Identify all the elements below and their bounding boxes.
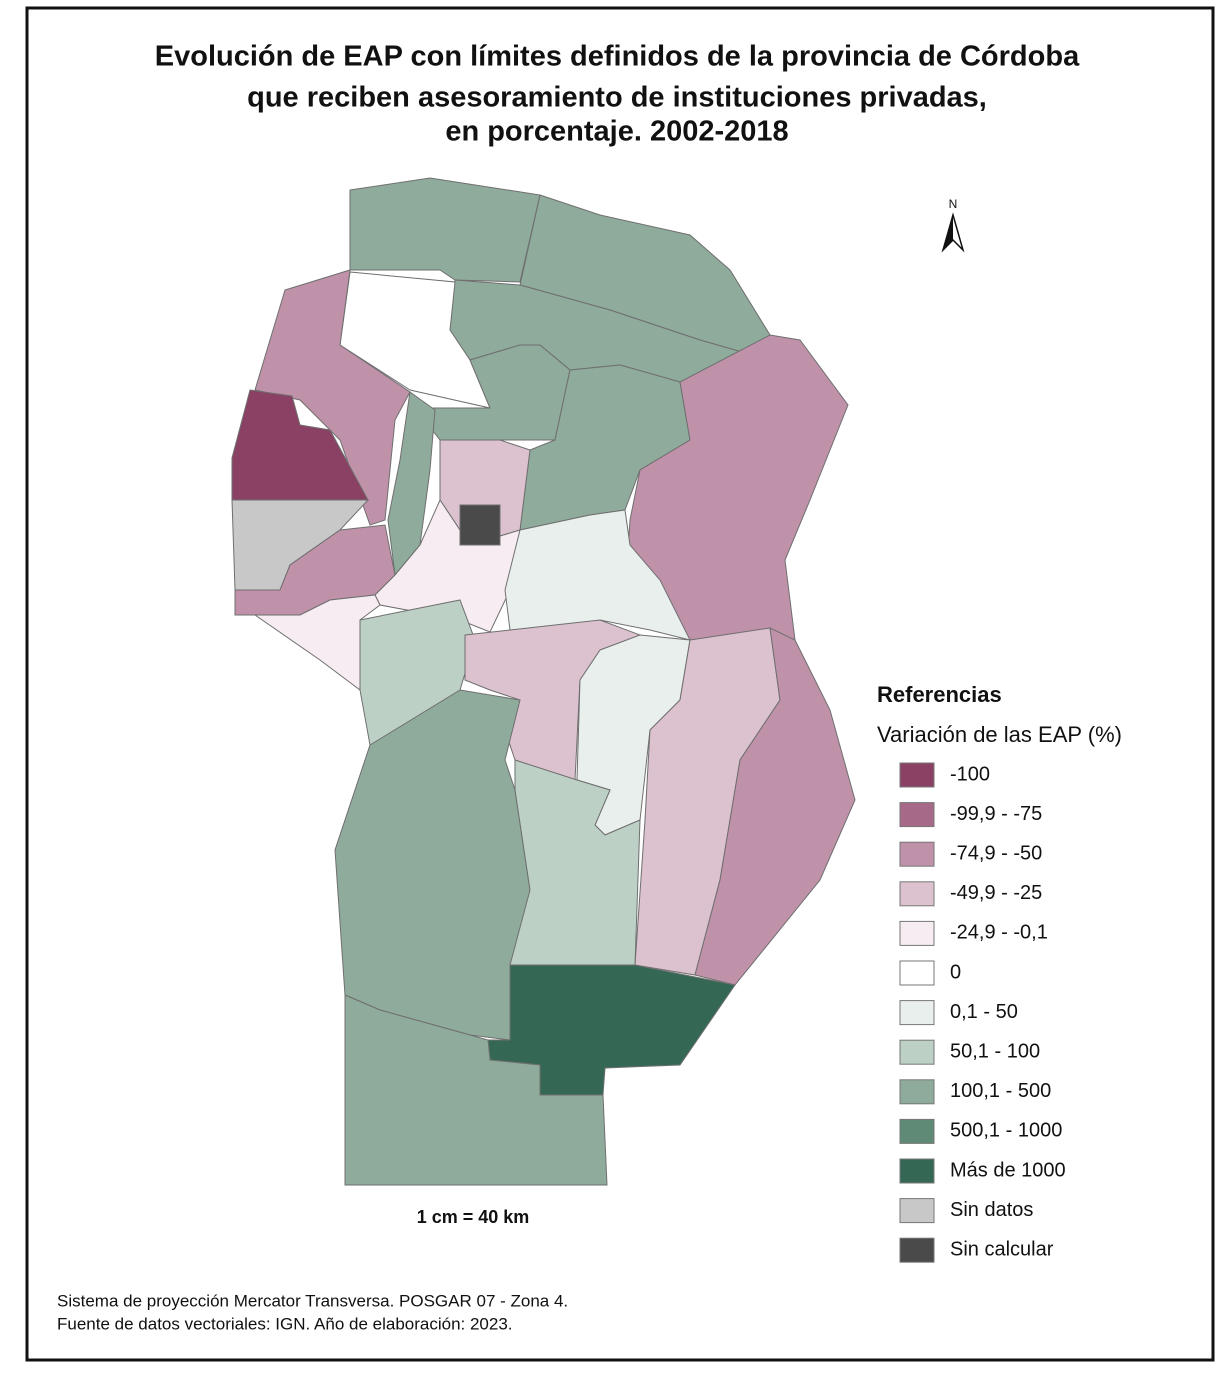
north-label: N	[949, 197, 958, 211]
province-map	[231, 177, 856, 1186]
department	[509, 759, 641, 966]
legend-swatch	[899, 841, 935, 867]
legend-label: 100,1 - 500	[950, 1080, 1051, 1102]
legend-label: -100	[950, 763, 990, 785]
legend-label: 500,1 - 1000	[950, 1120, 1062, 1142]
legend-label: -24,9 - -0,1	[950, 922, 1048, 944]
department	[253, 594, 381, 691]
department	[459, 504, 501, 546]
legend-swatch	[899, 1237, 935, 1263]
legend-swatch	[899, 1000, 935, 1026]
legend-subtitle: Variación de las EAP (%)	[877, 722, 1122, 747]
legend-label: Sin datos	[950, 1199, 1033, 1221]
legend-label: 0	[950, 961, 961, 983]
department	[231, 389, 369, 501]
legend-swatch	[899, 881, 935, 907]
department	[504, 509, 691, 641]
legend-label: Sin calcular	[950, 1238, 1054, 1260]
legend: -100 -99,9 - -75 -74,9 - -50 -49,9 - -25 -24…	[899, 762, 1066, 1263]
legend-label: Más de 1000	[950, 1159, 1066, 1181]
legend-label: -74,9 - -50	[950, 842, 1042, 864]
north-arrow-half	[943, 215, 953, 250]
legend-swatch	[899, 802, 935, 828]
legend-label: -99,9 - -75	[950, 803, 1042, 825]
legend-label: -49,9 - -25	[950, 882, 1042, 904]
legend-label: 50,1 - 100	[950, 1040, 1040, 1062]
footer-line: Fuente de datos vectoriales: IGN. Año de…	[57, 1314, 513, 1333]
legend-title: Referencias	[877, 682, 1002, 707]
legend-swatch	[899, 1039, 935, 1065]
footer-line: Sistema de proyección Mercator Transvers…	[57, 1291, 568, 1310]
title-line: Evolución de EAP con límites definidos d…	[155, 41, 1080, 73]
legend-swatch	[899, 960, 935, 986]
legend-swatch	[899, 762, 935, 788]
legend-swatch	[899, 1079, 935, 1105]
legend-swatch	[899, 1158, 935, 1184]
scale-label: 1 cm = 40 km	[417, 1207, 530, 1227]
title-line: que reciben asesoramiento de institucion…	[247, 82, 987, 114]
legend-label: 0,1 - 50	[950, 1001, 1018, 1023]
department	[413, 344, 571, 441]
legend-swatch	[899, 1118, 935, 1144]
legend-swatch	[899, 1198, 935, 1224]
title-line: en porcentaje. 2002-2018	[445, 116, 788, 148]
department	[344, 994, 608, 1186]
department	[349, 177, 541, 283]
legend-swatch	[899, 920, 935, 946]
